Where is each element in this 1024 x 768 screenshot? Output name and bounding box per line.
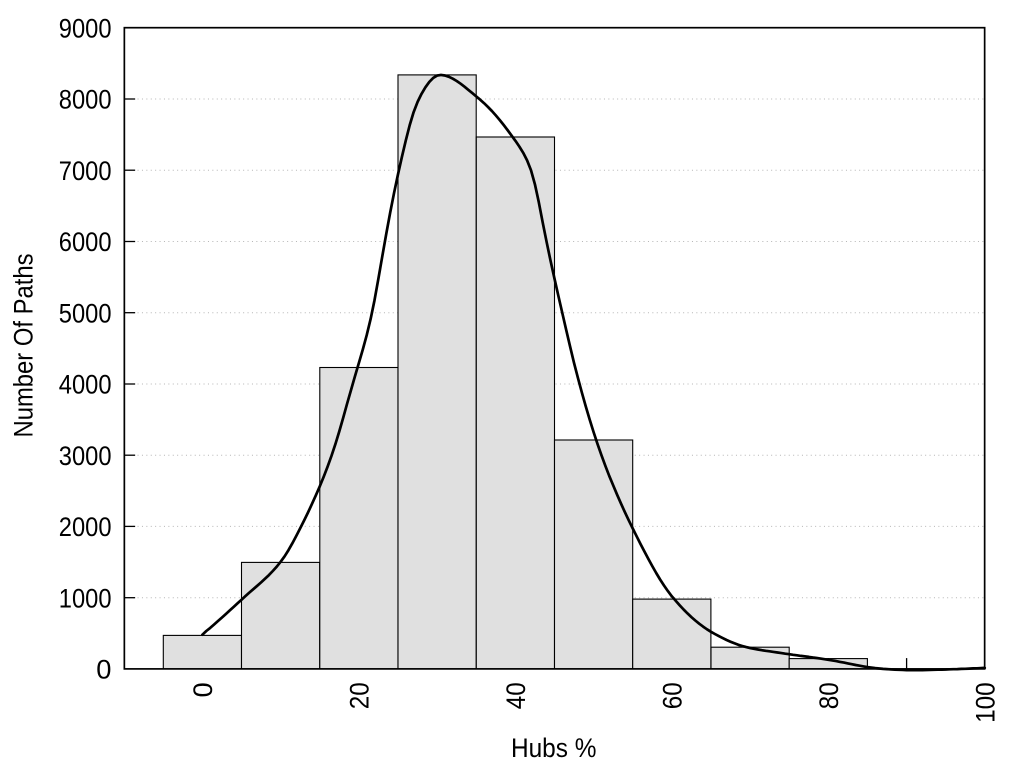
- svg-text:40: 40: [501, 682, 531, 709]
- svg-text:80: 80: [814, 682, 844, 709]
- svg-text:4000: 4000: [59, 370, 112, 400]
- svg-text:100: 100: [970, 682, 1000, 723]
- svg-text:2000: 2000: [59, 512, 112, 542]
- svg-text:9000: 9000: [59, 13, 112, 43]
- svg-text:Hubs %: Hubs %: [511, 733, 597, 763]
- svg-text:7000: 7000: [59, 156, 112, 186]
- svg-text:1000: 1000: [59, 583, 112, 613]
- svg-text:5000: 5000: [59, 298, 112, 328]
- svg-text:Number Of Paths: Number Of Paths: [8, 254, 38, 438]
- svg-text:20: 20: [345, 682, 375, 709]
- svg-text:0: 0: [96, 655, 111, 685]
- svg-text:3000: 3000: [59, 441, 112, 471]
- svg-text:6000: 6000: [59, 227, 112, 257]
- svg-text:0: 0: [188, 682, 218, 697]
- svg-text:60: 60: [657, 682, 687, 709]
- svg-text:8000: 8000: [59, 85, 112, 115]
